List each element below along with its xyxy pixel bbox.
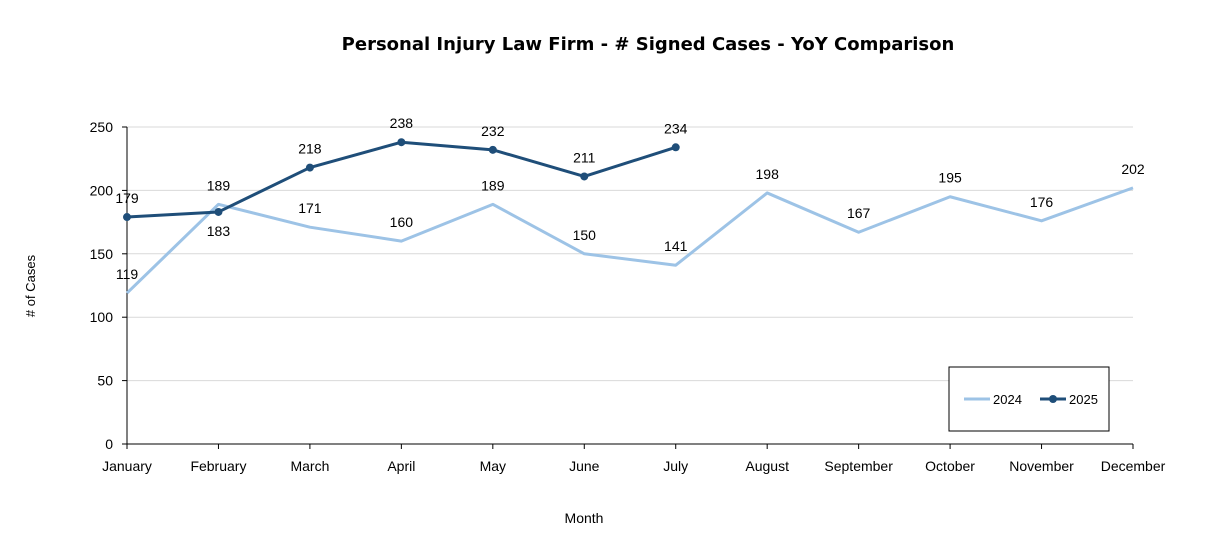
x-tick-label: November xyxy=(1009,458,1074,474)
data-label-2025: 211 xyxy=(573,149,596,165)
y-tick-label: 0 xyxy=(105,436,113,452)
data-point-2025 xyxy=(214,207,223,216)
chart-title: Personal Injury Law Firm - # Signed Case… xyxy=(342,34,955,55)
data-label-2024: 119 xyxy=(116,266,139,282)
y-tick-label: 50 xyxy=(97,373,113,389)
y-tick-label: 100 xyxy=(90,309,114,325)
data-label-2025: 232 xyxy=(481,123,505,139)
data-label-2025: 183 xyxy=(207,223,231,239)
data-point-2025 xyxy=(397,138,406,147)
x-tick-label: January xyxy=(102,458,152,474)
data-point-2025 xyxy=(488,145,497,154)
legend: 2024 2025 xyxy=(948,366,1110,432)
data-label-2025: 238 xyxy=(390,115,414,131)
x-tick-label: December xyxy=(1101,458,1166,474)
x-tick-label: May xyxy=(480,458,506,474)
x-tick-label: October xyxy=(925,458,975,474)
data-label-2024: 198 xyxy=(756,166,780,182)
x-tick-label: September xyxy=(824,458,893,474)
data-label-2025: 218 xyxy=(298,141,322,157)
data-label-2024: 189 xyxy=(207,177,231,193)
legend-label-2025: 2025 xyxy=(1069,392,1098,407)
data-label-2024: 176 xyxy=(1030,194,1054,210)
data-point-2025 xyxy=(123,213,131,222)
data-label-2024: 189 xyxy=(481,177,505,193)
data-label-2024: 171 xyxy=(298,200,322,216)
x-tick-label: June xyxy=(569,458,600,474)
data-label-2024: 150 xyxy=(573,227,597,243)
x-tick-label: April xyxy=(387,458,415,474)
y-tick-label: 250 xyxy=(90,119,114,135)
data-point-2025 xyxy=(305,163,314,172)
x-tick-label: July xyxy=(663,458,688,474)
legend-marker-2025 xyxy=(1049,395,1057,403)
data-label-2024: 160 xyxy=(390,214,414,230)
series-line-2024 xyxy=(125,186,1134,295)
data-label-2024: 167 xyxy=(847,205,871,221)
data-label-2025: 234 xyxy=(664,120,688,136)
data-label-2024: 202 xyxy=(1121,161,1145,177)
data-point-2025 xyxy=(580,172,589,181)
legend-label-2024: 2024 xyxy=(993,392,1022,407)
x-tick-label: August xyxy=(745,458,789,474)
data-label-2025: 179 xyxy=(115,190,139,206)
y-axis-label: # of Cases xyxy=(23,254,38,317)
x-tick-label: March xyxy=(290,458,329,474)
data-label-2024: 195 xyxy=(938,170,962,186)
y-tick-label: 150 xyxy=(90,246,114,262)
y-tick-label: 200 xyxy=(90,182,114,198)
x-tick-label: February xyxy=(190,458,246,474)
data-label-2024: 141 xyxy=(664,238,688,254)
x-axis-label: Month xyxy=(565,510,604,526)
data-point-2025 xyxy=(671,143,680,152)
